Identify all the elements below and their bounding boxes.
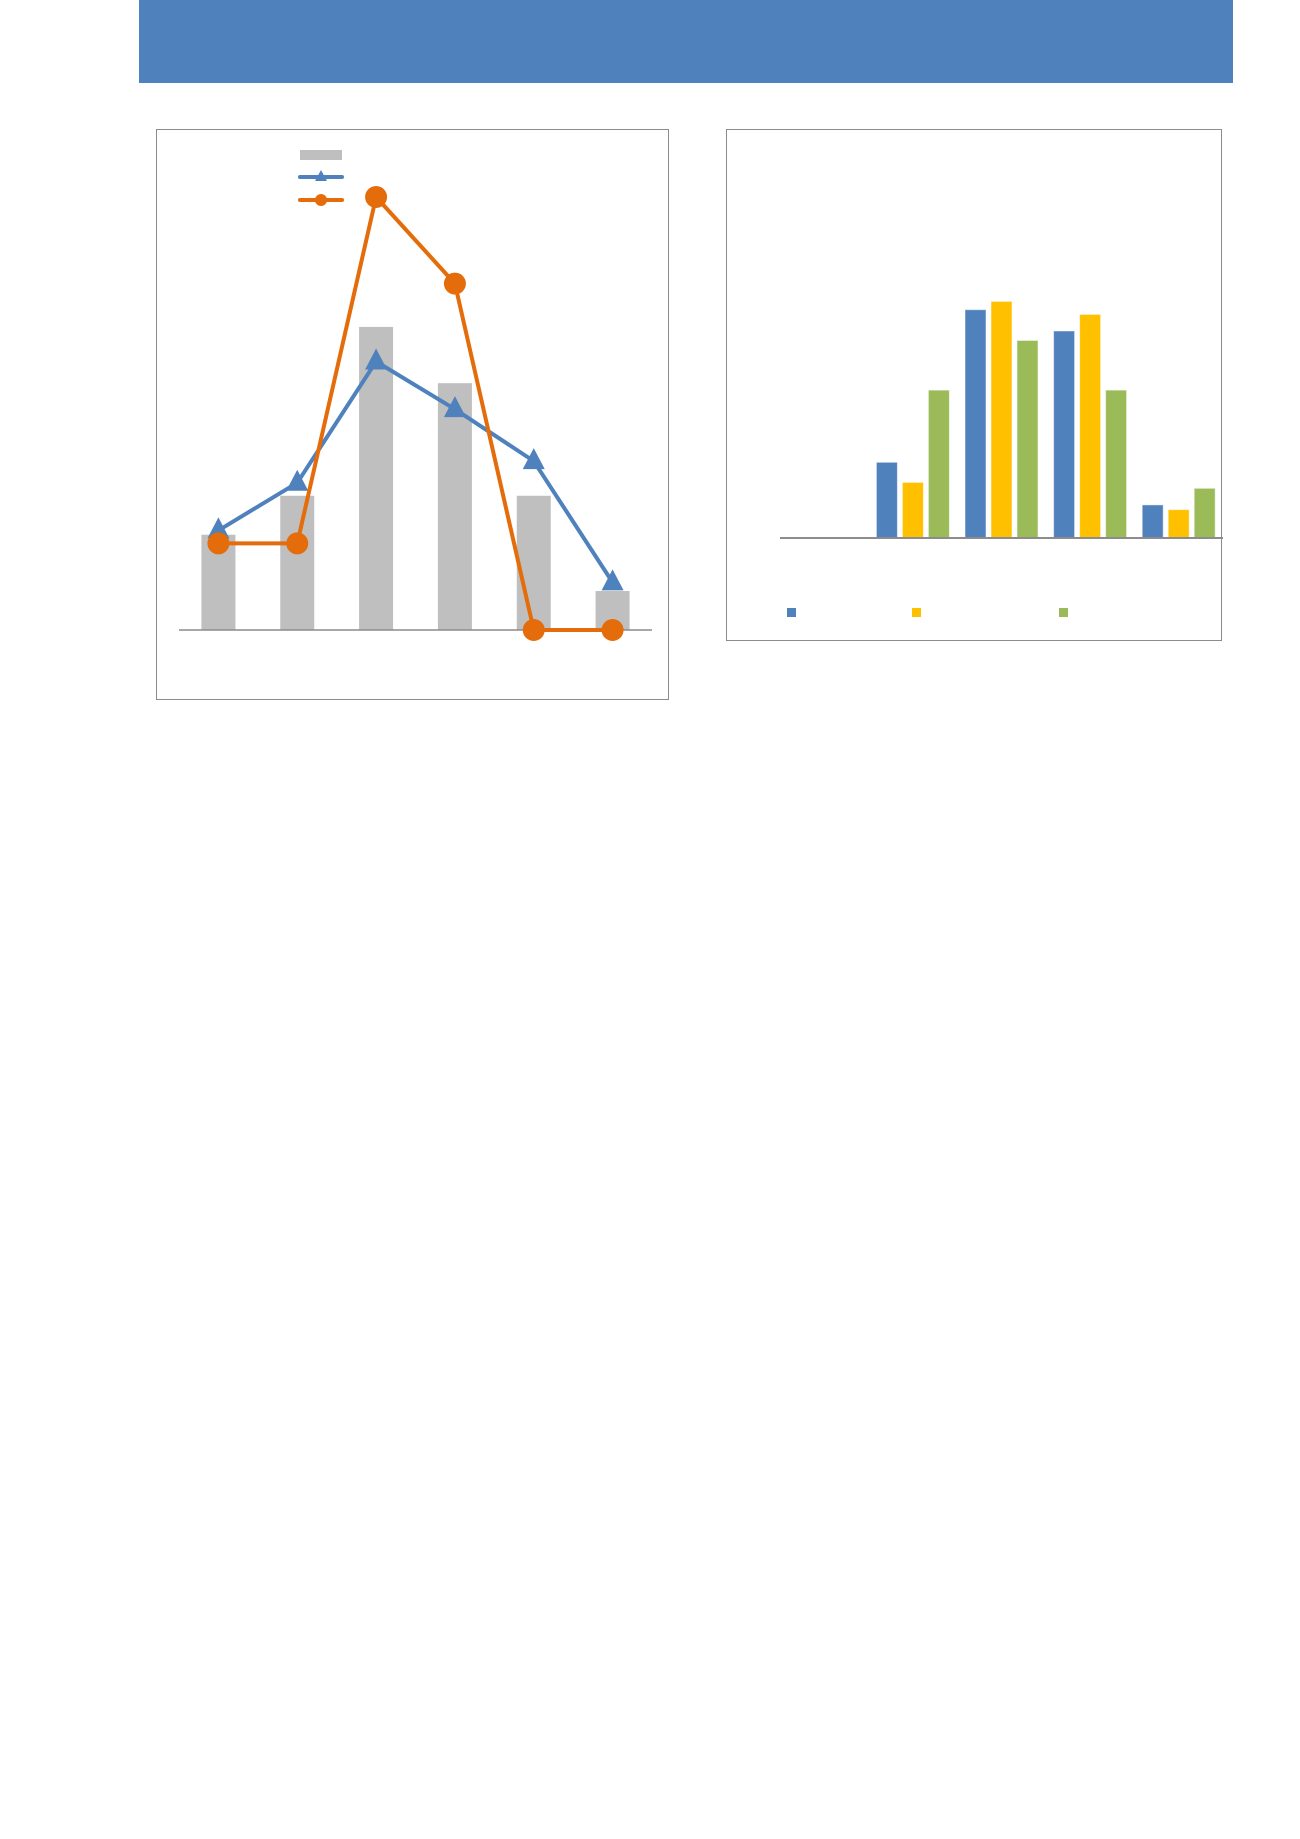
bar [1105,389,1128,539]
series-line [218,192,613,632]
bar [1141,504,1164,539]
legend-swatch [1059,608,1068,617]
grouped-bar-chart-svg [780,300,1223,617]
legend-swatch-bar [300,150,342,160]
circle-marker [522,619,545,641]
legend-triangle-marker [315,170,327,181]
circle-marker [443,272,466,295]
circle-marker [286,532,309,555]
bar [359,326,394,630]
legend-swatch [912,608,921,617]
combo-chart-svg [179,150,652,641]
bar [1053,330,1076,539]
bar [437,383,472,630]
page-header-banner [139,0,1233,83]
bar [1016,339,1039,539]
bar [964,309,987,539]
bar [901,481,924,539]
bar [1079,313,1102,539]
triangle-marker [601,569,624,591]
circle-marker [365,186,388,208]
bar [280,495,315,630]
bar [1193,487,1216,539]
circle-marker [207,532,230,555]
bar [927,389,950,539]
grouped-bar-chart [726,129,1223,641]
legend-circle-marker [315,194,327,206]
combo-chart [156,129,669,700]
triangle-marker [522,448,545,470]
triangle-marker [286,469,309,491]
bar [990,300,1013,539]
triangle-marker [443,396,466,418]
triangle-marker [207,517,230,539]
legend-swatch [787,608,796,617]
bar [1167,509,1190,539]
bar [516,495,551,630]
bar [875,461,898,539]
series-line [217,358,615,584]
triangle-marker [365,348,388,370]
circle-marker [601,619,624,641]
